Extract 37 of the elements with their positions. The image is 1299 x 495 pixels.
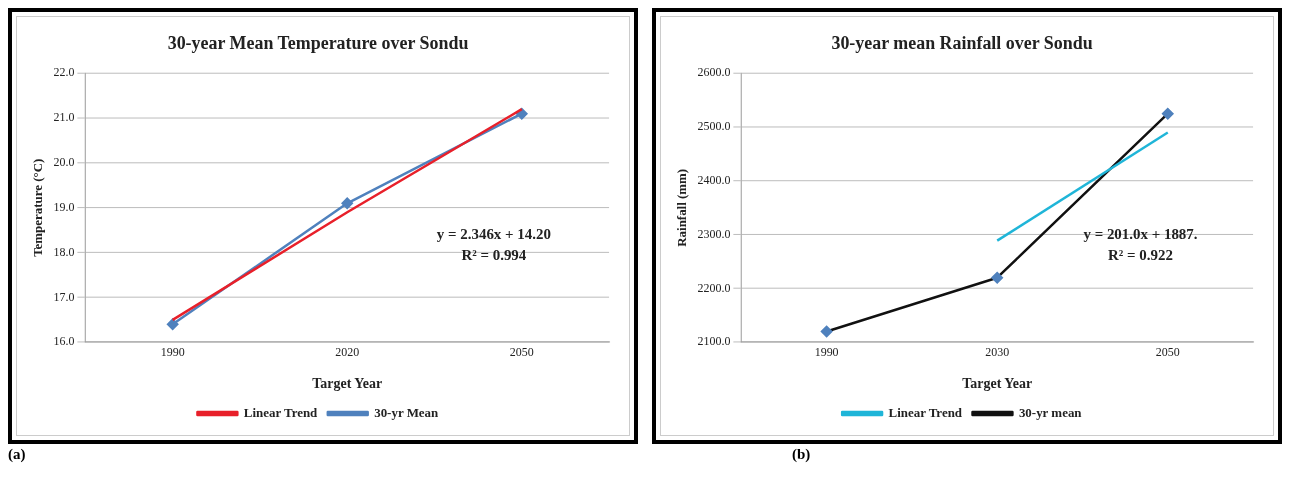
point xyxy=(166,318,179,331)
y-tick-label: 20.0 xyxy=(53,155,75,170)
x-axis-title: Target Year xyxy=(312,376,383,392)
y-tick-label: 16.0 xyxy=(53,334,75,349)
annotation: R² = 0.994 xyxy=(461,247,527,264)
y-tick-label: 18.0 xyxy=(53,244,75,259)
y-tick-label: 17.0 xyxy=(53,289,75,304)
y-axis-title: Rainfall (mm) xyxy=(674,168,690,247)
y-tick-label: 2100.0 xyxy=(697,334,731,349)
y-tick-label: 2600.0 xyxy=(697,65,731,80)
annotation: y = 2.346x + 14.20 xyxy=(436,225,551,242)
chart-title: 30-year mean Rainfall over Sondu xyxy=(831,33,1093,54)
y-tick-label: 22.0 xyxy=(53,65,75,80)
y-tick-label: 21.0 xyxy=(53,110,75,125)
y-axis-title: Temperature (°C) xyxy=(30,158,46,257)
legend-label: 30-yr Mean xyxy=(374,404,439,420)
x-tick-label: 1990 xyxy=(814,344,839,359)
y-tick-label: 2200.0 xyxy=(697,280,731,295)
x-tick-label: 2050 xyxy=(509,344,534,359)
text: (b) xyxy=(791,446,812,463)
x-tick-label: 1990 xyxy=(160,344,185,359)
legend-label: 30-yr mean xyxy=(1018,404,1082,420)
chart-title: 30-year Mean Temperature over Sondu xyxy=(167,33,469,54)
annotation: R² = 0.922 xyxy=(1108,247,1173,264)
x-tick-label: 2050 xyxy=(1155,344,1180,359)
y-tick-label: 2300.0 xyxy=(697,226,731,241)
y-tick-label: 19.0 xyxy=(53,199,75,214)
x-axis-title: Target Year xyxy=(962,376,1033,392)
y-tick-label: 2400.0 xyxy=(697,173,731,188)
y-tick-label: 2500.0 xyxy=(697,119,731,134)
legend-label: Linear Trend xyxy=(243,404,319,420)
x-tick-label: 2020 xyxy=(335,344,360,359)
annotation: y = 201.0x + 1887. xyxy=(1083,225,1198,242)
text: (a) xyxy=(8,446,27,463)
legend-label: Linear Trend xyxy=(888,404,963,420)
point xyxy=(341,197,353,210)
x-tick-label: 2030 xyxy=(985,344,1010,359)
